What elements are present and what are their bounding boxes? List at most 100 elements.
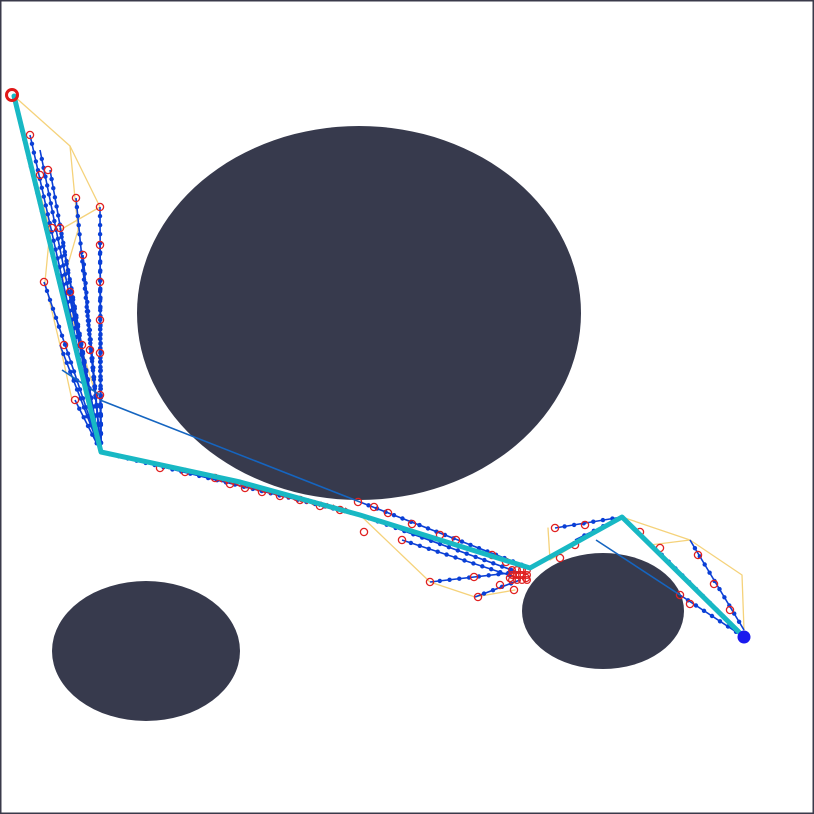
tree-branch-node xyxy=(77,406,82,411)
waypoint-ring xyxy=(353,497,363,507)
waypoint-ring xyxy=(675,590,685,600)
connector-line xyxy=(99,399,361,503)
tree-branch-node xyxy=(50,306,56,311)
tree-branch-node xyxy=(52,195,58,200)
tree-branch-node xyxy=(462,558,467,563)
waypoint-ring xyxy=(85,345,95,355)
tree-branch-node xyxy=(97,298,103,304)
tree-branch-node xyxy=(78,241,83,246)
tree-branch-node xyxy=(571,522,577,528)
tree-branch-node xyxy=(417,543,422,548)
tree-branch-node xyxy=(471,561,476,566)
tree-branch-node xyxy=(435,549,440,554)
waypoint-ring xyxy=(550,523,560,533)
tree-branch-node xyxy=(480,564,485,569)
tree-branch-node xyxy=(53,247,58,252)
tree-branch-node xyxy=(468,542,473,548)
tree-branch-node xyxy=(44,288,50,294)
tree-branch-node xyxy=(459,539,465,544)
obstacle-bottom-right xyxy=(522,553,684,669)
tree-branch-node xyxy=(45,183,50,188)
tree-branch-node xyxy=(92,384,97,389)
tree-branch-node xyxy=(98,402,103,407)
tree-branch-node xyxy=(75,213,81,219)
tree-branch-node xyxy=(417,522,422,528)
tree-branch-node xyxy=(437,578,442,584)
tree-branch-node xyxy=(56,324,62,329)
tree-branch-node xyxy=(426,546,431,551)
tree-branch-node xyxy=(69,298,74,304)
tree-branch-node xyxy=(85,318,91,323)
tree-branch-node xyxy=(709,613,715,619)
tree-branch-node xyxy=(86,327,92,333)
tree-branch-node xyxy=(65,351,71,356)
waypoint-ring xyxy=(555,553,565,563)
tree-branch-node xyxy=(81,415,86,420)
obstacle-bottom-left xyxy=(52,581,240,721)
tree-branch-node xyxy=(95,412,100,417)
tree-branch-node xyxy=(53,315,59,320)
best-path-layer xyxy=(11,93,747,640)
tree-branch-node xyxy=(91,374,96,380)
waypoint-ring xyxy=(95,277,105,287)
waypoint-ring xyxy=(685,599,695,609)
tree-branch-node xyxy=(453,555,458,560)
obstacle-large xyxy=(137,126,581,500)
tree-branch-node xyxy=(59,333,65,338)
tree-branch-node xyxy=(717,619,723,624)
tree-branch-node xyxy=(446,545,452,550)
tree-branch-node xyxy=(98,308,103,313)
tree-branch-node xyxy=(600,517,606,523)
tree-branch-node xyxy=(408,540,414,546)
tree-branch-node xyxy=(591,519,596,524)
tree-branch-node xyxy=(71,369,77,374)
tree-branch-node xyxy=(49,176,54,182)
waypoint-ring xyxy=(71,193,81,203)
tree-branch-node xyxy=(62,342,68,347)
tree-branch-node xyxy=(98,386,103,392)
tree-branch-node xyxy=(59,234,64,240)
waypoint-ring xyxy=(95,390,105,400)
obstacles-layer xyxy=(52,126,684,721)
waypoint-ring xyxy=(95,315,105,325)
tree-branch-node xyxy=(98,368,103,374)
waypoint-ring xyxy=(95,202,105,212)
tree-branch-node xyxy=(83,280,88,286)
tree-branch-node xyxy=(81,360,87,366)
waypoint-ring xyxy=(59,340,69,350)
tree-branch-node xyxy=(500,564,505,569)
tree-branch-node xyxy=(33,159,39,164)
tree-branch-node xyxy=(97,359,103,365)
tree-branch-node xyxy=(722,595,727,600)
tree-branch-node xyxy=(29,141,35,146)
candidate-path xyxy=(621,516,745,631)
tree-branch-node xyxy=(97,327,103,332)
waypoint-ring xyxy=(509,585,519,595)
tree-branch-node xyxy=(447,577,452,582)
tree-branch-node xyxy=(498,570,503,575)
waypoint-ring xyxy=(55,223,65,233)
tree-branch-node xyxy=(31,150,37,155)
sample-cluster-ring xyxy=(522,570,531,579)
sample-cluster-ring xyxy=(512,565,521,574)
tree-branch-node xyxy=(444,552,449,557)
waypoint-ring xyxy=(397,535,407,545)
tree-branch-node xyxy=(46,192,52,197)
tree-branch-node xyxy=(457,576,462,581)
waypoint-ring xyxy=(693,550,703,560)
tree-branch-node xyxy=(54,204,59,209)
tree-branch-node xyxy=(64,360,70,365)
tree-branch-node xyxy=(74,325,80,330)
tree-branch-node xyxy=(82,271,87,276)
endpoints-layer xyxy=(5,88,751,644)
sample-cluster-ring xyxy=(508,570,517,579)
tree-branch-node xyxy=(74,387,80,392)
tree-branch-node xyxy=(51,238,56,243)
tree-branch-node xyxy=(39,185,44,190)
waypoint-ring xyxy=(473,592,483,602)
waypoint-ring xyxy=(580,520,590,530)
tree-branch-node xyxy=(87,337,93,342)
candidate-path xyxy=(359,514,516,598)
